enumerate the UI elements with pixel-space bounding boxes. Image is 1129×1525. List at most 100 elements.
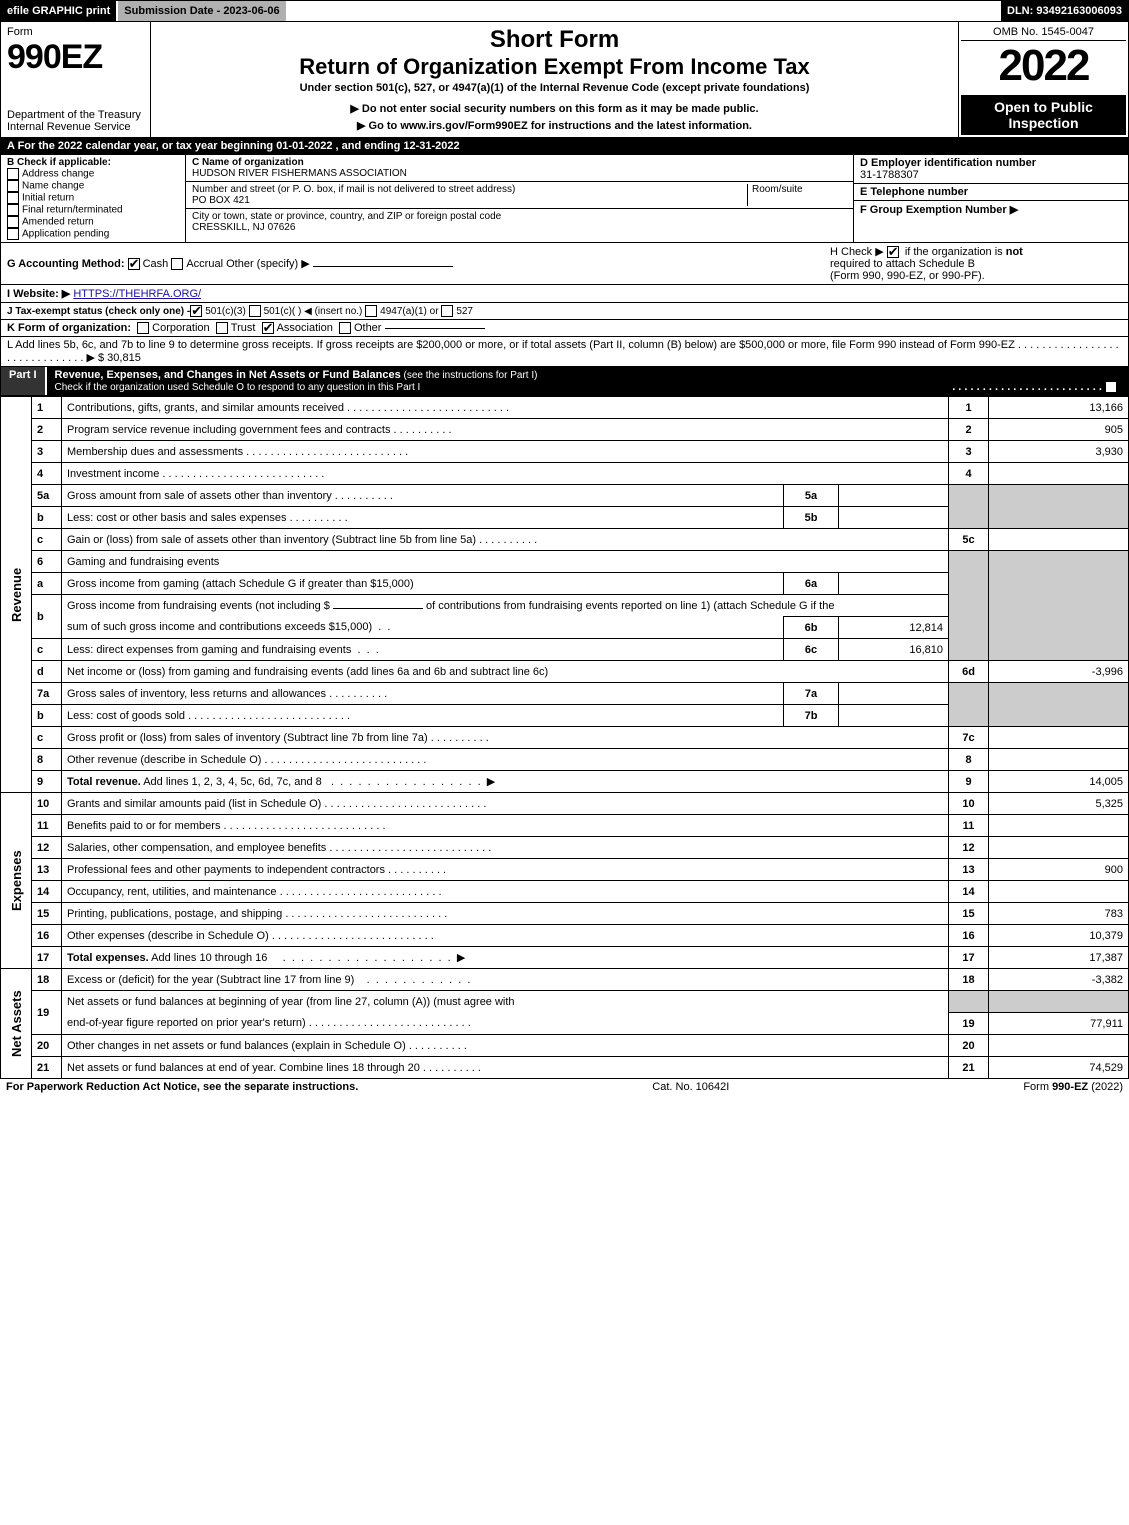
line-4-text: Investment income xyxy=(67,468,159,480)
checkbox-initial-return[interactable] xyxy=(7,192,19,204)
row-j: J Tax-exempt status (check only one) - 5… xyxy=(0,303,1129,320)
city-label: City or town, state or province, country… xyxy=(192,211,501,222)
tax-year: 2022 xyxy=(961,41,1126,91)
line-6d-text: Net income or (loss) from gaming and fun… xyxy=(67,666,548,678)
checkbox-schedule-b[interactable] xyxy=(887,246,899,258)
checkbox-accrual[interactable] xyxy=(171,258,183,270)
line-4-value xyxy=(989,463,1129,485)
row-l: L Add lines 5b, 6c, and 7b to line 9 to … xyxy=(0,337,1129,367)
line-7a-mid xyxy=(839,683,949,705)
paperwork-notice: For Paperwork Reduction Act Notice, see … xyxy=(6,1081,358,1093)
checkbox-amended[interactable] xyxy=(7,216,19,228)
row-g-label: G Accounting Method: xyxy=(7,258,125,270)
city-value: CRESSKILL, NJ 07626 xyxy=(192,222,295,233)
line-6a-text: Gross income from gaming (attach Schedul… xyxy=(67,578,414,590)
label-initial-return: Initial return xyxy=(22,193,74,204)
checkbox-501c-other[interactable] xyxy=(249,305,261,317)
line-15-value: 783 xyxy=(989,903,1129,925)
dept-treasury: Department of the Treasury xyxy=(7,109,144,121)
checkbox-name-change[interactable] xyxy=(7,180,19,192)
part-i-table: Revenue 1Contributions, gifts, grants, a… xyxy=(0,396,1129,1079)
line-6d-value: -3,996 xyxy=(989,661,1129,683)
row-h-text2: if the organization is xyxy=(902,246,1006,258)
line-12-text: Salaries, other compensation, and employ… xyxy=(67,842,326,854)
line-4: 4Investment income 4 xyxy=(1,463,1129,485)
form-header: Form 990EZ Department of the Treasury In… xyxy=(0,22,1129,138)
page-footer: For Paperwork Reduction Act Notice, see … xyxy=(0,1079,1129,1095)
line-1-value: 13,166 xyxy=(989,397,1129,419)
line-9-value: 14,005 xyxy=(989,771,1129,793)
line-17-value: 17,387 xyxy=(989,947,1129,969)
part-i-title: Revenue, Expenses, and Changes in Net As… xyxy=(55,369,401,381)
form-number: 990EZ xyxy=(7,38,144,77)
label-application-pending: Application pending xyxy=(22,229,109,240)
part-i-subtitle2: Check if the organization used Schedule … xyxy=(55,382,421,393)
form-label: Form xyxy=(7,26,144,38)
checkbox-schedule-o[interactable] xyxy=(1105,381,1117,393)
checkbox-address-change[interactable] xyxy=(7,168,19,180)
line-17: 17Total expenses. Add lines 10 through 1… xyxy=(1,947,1129,969)
checkbox-association[interactable] xyxy=(262,322,274,334)
checkbox-501c3[interactable] xyxy=(190,305,202,317)
line-7a-text: Gross sales of inventory, less returns a… xyxy=(67,688,326,700)
label-501c3: 501(c)(3) xyxy=(205,306,246,317)
checkbox-corporation[interactable] xyxy=(137,322,149,334)
do-not-enter: ▶ Do not enter social security numbers o… xyxy=(157,102,952,115)
line-2-text: Program service revenue including govern… xyxy=(67,424,390,436)
row-g-h: G Accounting Method: Cash Accrual Other … xyxy=(0,243,1129,285)
line-18-value: -3,382 xyxy=(989,969,1129,991)
line-9: 9Total revenue. Add lines 1, 2, 3, 4, 5c… xyxy=(1,771,1129,793)
line-8: 8Other revenue (describe in Schedule O) … xyxy=(1,749,1129,771)
label-accrual: Accrual xyxy=(186,258,223,270)
dept-irs: Internal Revenue Service xyxy=(7,121,144,133)
line-15: 15Printing, publications, postage, and s… xyxy=(1,903,1129,925)
checkbox-527[interactable] xyxy=(441,305,453,317)
row-i: I Website: ▶ HTTPS://THEHRFA.ORG/ xyxy=(0,285,1129,303)
part-i-header: Part I Revenue, Expenses, and Changes in… xyxy=(0,367,1129,396)
line-8-text: Other revenue (describe in Schedule O) xyxy=(67,754,261,766)
line-11-value xyxy=(989,815,1129,837)
line-7c: cGross profit or (loss) from sales of in… xyxy=(1,727,1129,749)
label-final-return: Final return/terminated xyxy=(22,205,123,216)
website-link[interactable]: HTTPS://THEHRFA.ORG/ xyxy=(73,288,201,300)
go-to-link[interactable]: ▶ Go to ▶ Go to www.irs.gov/Form990EZ fo… xyxy=(157,119,952,132)
line-19-value: 77,911 xyxy=(989,1013,1129,1035)
line-5c-value xyxy=(989,529,1129,551)
checkbox-4947a1[interactable] xyxy=(365,305,377,317)
cat-no: Cat. No. 10642I xyxy=(652,1081,729,1093)
revenue-section-label: Revenue xyxy=(1,397,32,793)
line-21: 21Net assets or fund balances at end of … xyxy=(1,1057,1129,1079)
submission-date-label: Submission Date - 2023-06-06 xyxy=(118,1,287,21)
checkbox-other-org[interactable] xyxy=(339,322,351,334)
checkbox-cash[interactable] xyxy=(128,258,140,270)
line-5b-text: Less: cost or other basis and sales expe… xyxy=(67,512,287,524)
checkbox-final-return[interactable] xyxy=(7,204,19,216)
section-c-name-label: C Name of organization xyxy=(192,157,304,168)
checkbox-trust[interactable] xyxy=(216,322,228,334)
label-501c-other: 501(c)( ) ◀ (insert no.) xyxy=(264,306,363,317)
line-20-text: Other changes in net assets or fund bala… xyxy=(67,1040,406,1052)
label-other-specify: Other (specify) ▶ xyxy=(226,258,310,270)
label-other-org: Other xyxy=(354,322,382,334)
expenses-section-label: Expenses xyxy=(1,793,32,969)
line-6b-text1: Gross income from fundraising events (no… xyxy=(67,600,330,612)
line-10-value: 5,325 xyxy=(989,793,1129,815)
line-20: 20Other changes in net assets or fund ba… xyxy=(1,1035,1129,1057)
row-k: K Form of organization: Corporation Trus… xyxy=(0,320,1129,337)
checkbox-application-pending[interactable] xyxy=(7,228,19,240)
line-6: 6Gaming and fundraising events xyxy=(1,551,1129,573)
omb-number: OMB No. 1545-0047 xyxy=(961,24,1126,41)
net-assets-section-label: Net Assets xyxy=(1,969,32,1079)
line-5c: cGain or (loss) from sale of assets othe… xyxy=(1,529,1129,551)
line-13: 13Professional fees and other payments t… xyxy=(1,859,1129,881)
section-b-header: B Check if applicable: xyxy=(7,157,179,168)
short-form-title: Short Form xyxy=(157,26,952,54)
line-18-text: Excess or (deficit) for the year (Subtra… xyxy=(67,974,354,986)
line-16: 16Other expenses (describe in Schedule O… xyxy=(1,925,1129,947)
line-5b-mid xyxy=(839,507,949,529)
line-21-value: 74,529 xyxy=(989,1057,1129,1079)
line-6b-mid: 12,814 xyxy=(839,617,949,639)
line-19-row2: end-of-year figure reported on prior yea… xyxy=(1,1013,1129,1035)
line-16-text: Other expenses (describe in Schedule O) xyxy=(67,930,269,942)
row-j-label: J Tax-exempt status (check only one) - xyxy=(7,306,190,317)
